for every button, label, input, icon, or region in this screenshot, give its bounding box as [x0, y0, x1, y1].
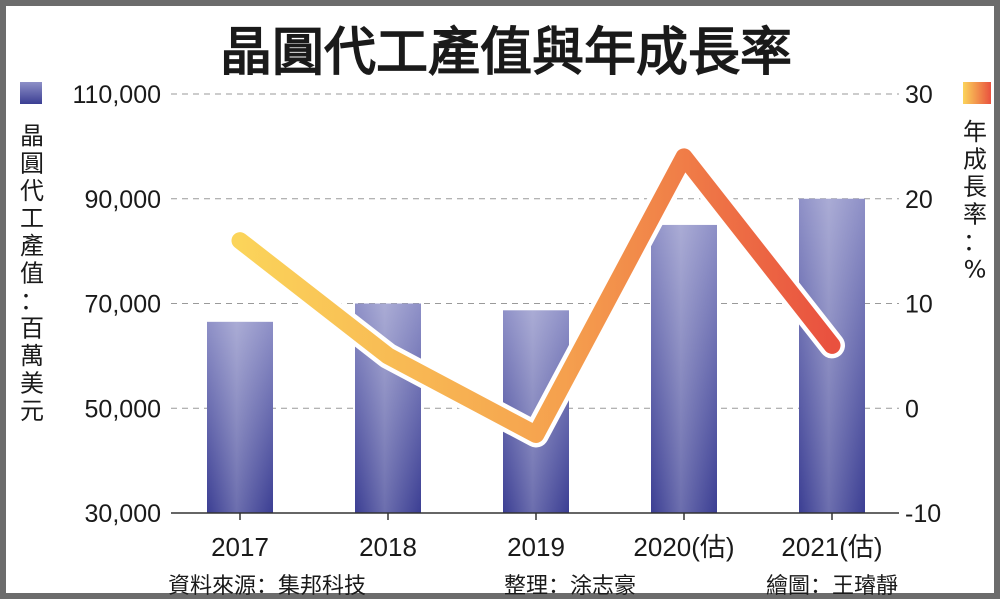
bar-legend-swatch	[20, 82, 42, 104]
bar-series	[207, 198, 865, 513]
right-tick-label: 30	[905, 81, 933, 109]
left-tick-label: 70,000	[85, 291, 161, 319]
right-axis-ticks: 30 20 10 0 -10	[905, 81, 941, 528]
right-label-text: 年成長率：%	[963, 118, 987, 284]
line-series	[227, 143, 845, 448]
source-credit: 資料來源：集邦科技	[168, 574, 366, 599]
line-legend-swatch	[963, 82, 991, 104]
left-label-text: 晶圓代工產值：百萬美元	[20, 122, 44, 425]
left-tick-label: 110,000	[72, 81, 161, 109]
x-tick-label: 2018	[359, 532, 417, 562]
chart-title: 晶圓代工產值與年成長率	[220, 23, 792, 83]
right-tick-label: 10	[905, 291, 933, 319]
x-tick-label: 2021(估)	[781, 532, 882, 562]
right-tick-label: 20	[905, 186, 933, 214]
x-tick-label: 2019	[507, 532, 565, 562]
x-tick-label: 2020(估)	[633, 532, 734, 562]
artist-credit: 繪圖：王璿靜	[766, 574, 898, 599]
right-tick-label: 0	[905, 395, 919, 423]
bar-highlight	[207, 321, 273, 513]
bar-highlight	[651, 224, 717, 513]
left-tick-label: 90,000	[85, 186, 161, 214]
chart-canvas: 晶圓代工產值與年成長率 110,000 90,000 70,000 50,000 30,…	[20, 23, 991, 599]
x-tick-label: 2017	[211, 532, 269, 562]
left-tick-label: 30,000	[85, 500, 161, 528]
right-tick-label: -10	[905, 500, 941, 528]
x-axis-ticks: 2017 2018 2019 2020(估) 2021(估)	[211, 513, 883, 562]
left-axis-label: 晶圓代工產值：百萬美元	[20, 122, 44, 425]
editor-credit: 整理：涂志豪	[504, 574, 636, 599]
left-axis-ticks: 110,000 90,000 70,000 50,000 30,000	[72, 81, 161, 528]
right-axis-label: 年成長率：%	[963, 118, 987, 284]
growth-line	[231, 148, 841, 443]
left-tick-label: 50,000	[85, 395, 161, 423]
